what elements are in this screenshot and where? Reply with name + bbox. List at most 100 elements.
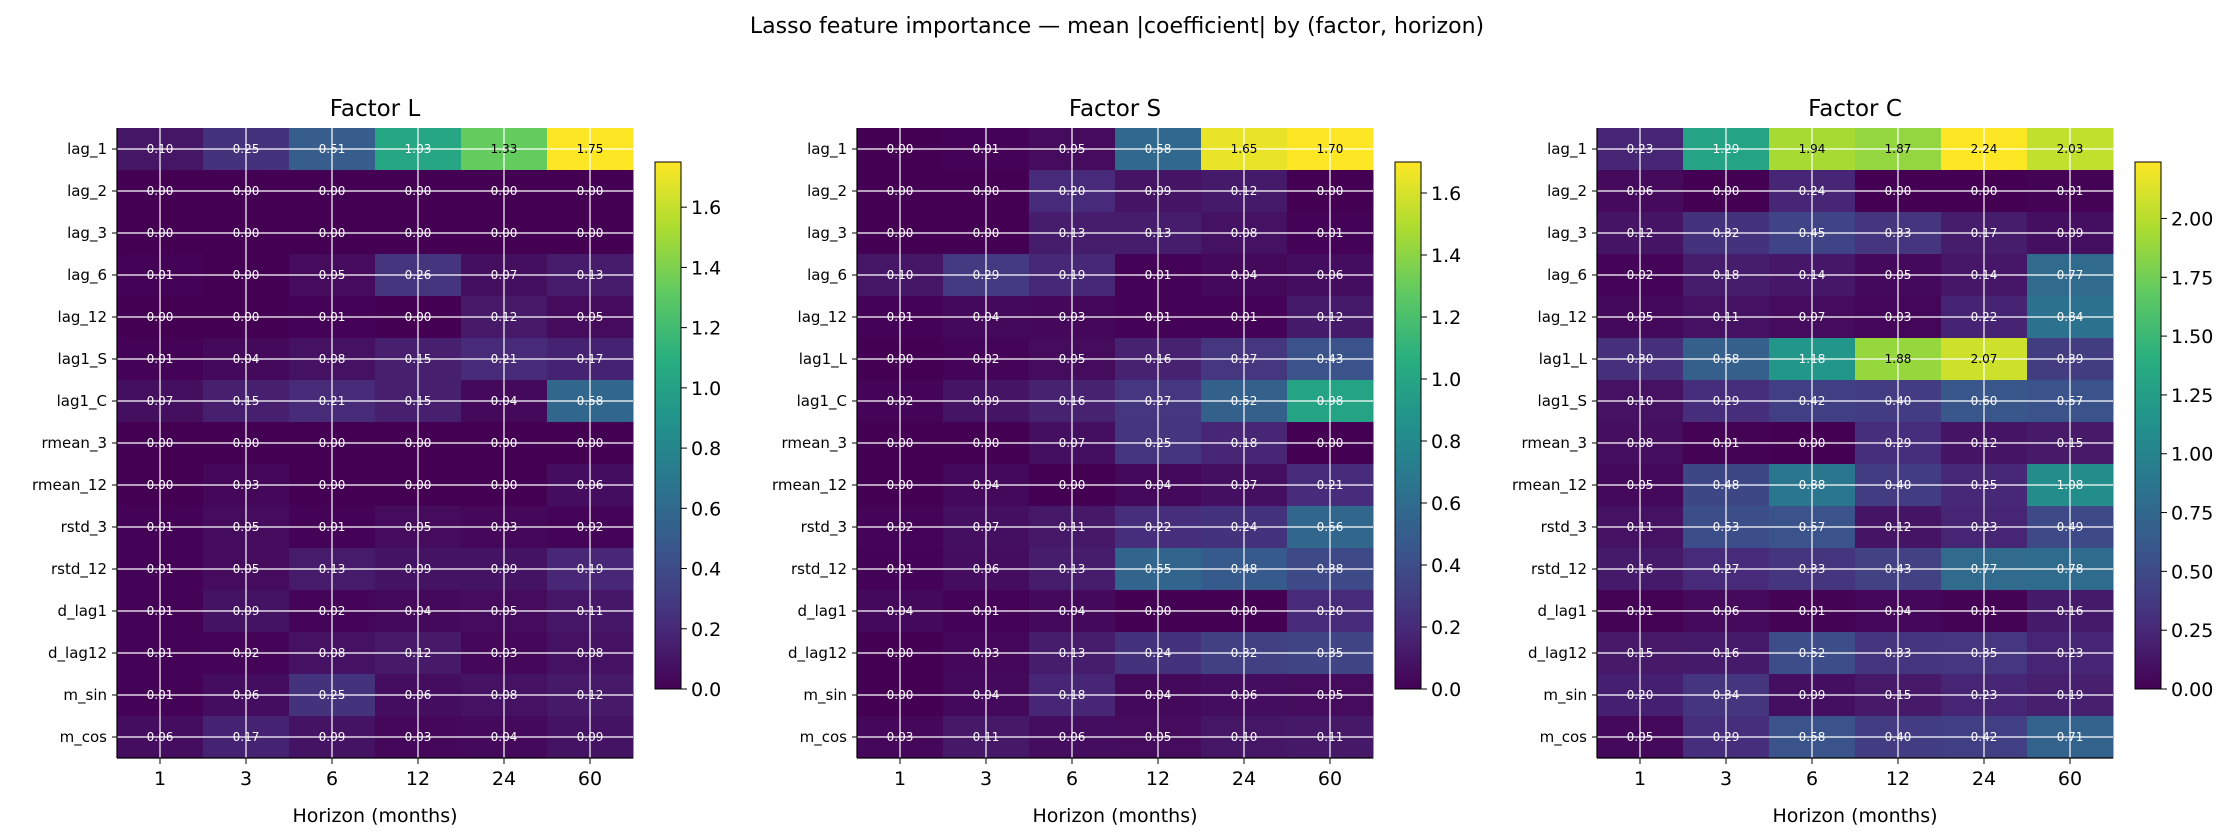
y-tick-label: lag1_S <box>1538 392 1587 411</box>
cell-value-label: 0.00 <box>319 184 346 198</box>
x-tick-label: 6 <box>1806 768 1818 790</box>
cell-value-label: 0.71 <box>2057 730 2084 744</box>
cell-value-label: 0.19 <box>1059 268 1086 282</box>
cell-value-label: 0.00 <box>147 184 174 198</box>
cell-value-label: 0.00 <box>147 478 174 492</box>
cell-value-label: 0.27 <box>1231 352 1258 366</box>
y-tick-label: m_cos <box>60 728 108 747</box>
y-tick-label: rmean_3 <box>42 434 108 453</box>
cell-value-label: 1.18 <box>1799 352 1826 366</box>
cell-value-label: 0.07 <box>1799 310 1826 324</box>
cell-value-label: 1.87 <box>1885 142 1912 156</box>
cell-value-label: 0.01 <box>147 646 174 660</box>
colorbar-tick-label: 2.00 <box>2171 208 2213 230</box>
cell-value-label: 0.01 <box>973 604 1000 618</box>
cell-value-label: 0.42 <box>1799 394 1826 408</box>
cell-value-label: 0.00 <box>405 310 432 324</box>
cell-value-label: 0.15 <box>405 352 432 366</box>
cell-value-label: 0.57 <box>1799 520 1826 534</box>
cell-value-label: 1.33 <box>491 142 518 156</box>
cell-value-label: 0.05 <box>233 520 260 534</box>
y-tick-label: m_cos <box>800 728 848 747</box>
cell-value-label: 0.52 <box>1799 646 1826 660</box>
x-tick-label: 24 <box>1232 768 1256 790</box>
cell-value-label: 0.01 <box>973 142 1000 156</box>
y-tick-label: d_lag12 <box>1528 644 1587 663</box>
cell-value-label: 0.22 <box>1971 310 1998 324</box>
cell-value-label: 0.01 <box>147 562 174 576</box>
cell-value-label: 0.06 <box>233 688 260 702</box>
x-tick-label: 60 <box>1318 768 1342 790</box>
cell-value-label: 0.03 <box>233 478 260 492</box>
colorbar-tick-label: 1.0 <box>1431 369 1461 391</box>
cell-value-label: 0.08 <box>319 646 346 660</box>
cell-value-label: 2.07 <box>1971 352 1998 366</box>
cell-value-label: 0.13 <box>1059 226 1086 240</box>
cell-value-label: 0.24 <box>1145 646 1172 660</box>
y-tick-label: d_lag12 <box>48 644 107 663</box>
cell-value-label: 0.01 <box>147 352 174 366</box>
x-tick-label: 6 <box>326 768 338 790</box>
colorbar-tick-label: 1.6 <box>1431 183 1461 205</box>
cell-value-label: 0.07 <box>973 520 1000 534</box>
cell-value-label: 0.23 <box>1627 142 1654 156</box>
cell-value-label: 0.32 <box>1231 646 1258 660</box>
y-tick-label: lag1_S <box>58 350 107 369</box>
cell-value-label: 0.16 <box>2057 604 2084 618</box>
colorbar-tick-label: 1.2 <box>691 318 721 340</box>
cell-value-label: 0.05 <box>1885 268 1912 282</box>
x-tick-label: 24 <box>1972 768 1996 790</box>
cell-value-label: 0.07 <box>1231 478 1258 492</box>
cell-value-label: 0.00 <box>405 436 432 450</box>
cell-value-label: 0.06 <box>1713 604 1740 618</box>
cell-value-label: 0.77 <box>1971 562 1998 576</box>
cell-value-label: 0.27 <box>1145 394 1172 408</box>
y-tick-label: rmean_12 <box>1512 476 1587 495</box>
x-tick-label: 12 <box>1886 768 1910 790</box>
y-tick-label: rstd_12 <box>791 560 847 579</box>
cell-value-label: 0.52 <box>1231 394 1258 408</box>
x-axis-label: Horizon (months) <box>1772 805 1937 827</box>
cell-value-label: 0.60 <box>1971 394 1998 408</box>
cell-value-label: 0.00 <box>887 142 914 156</box>
cell-value-label: 0.05 <box>319 268 346 282</box>
colorbar-tick-label: 1.2 <box>1431 307 1461 329</box>
cell-value-label: 0.15 <box>1627 646 1654 660</box>
y-tick-label: lag1_L <box>1539 350 1588 369</box>
cell-value-label: 0.10 <box>1231 730 1258 744</box>
panel-title: Factor S <box>1069 96 1161 122</box>
cell-value-label: 0.77 <box>2057 268 2084 282</box>
colorbar-tick-label: 0.0 <box>1431 679 1461 701</box>
cell-value-label: 0.42 <box>1971 730 1998 744</box>
cell-value-label: 0.05 <box>1627 730 1654 744</box>
y-tick-label: lag_1 <box>807 140 847 159</box>
cell-value-label: 0.13 <box>1059 646 1086 660</box>
cell-value-label: 0.01 <box>1231 310 1258 324</box>
cell-value-label: 0.05 <box>405 520 432 534</box>
cell-value-label: 0.29 <box>1713 730 1740 744</box>
colorbar-tick-label: 1.25 <box>2171 385 2213 407</box>
cell-value-label: 0.00 <box>319 436 346 450</box>
cell-value-label: 0.23 <box>1971 520 1998 534</box>
cell-value-label: 0.06 <box>147 730 174 744</box>
cell-value-label: 0.00 <box>491 184 518 198</box>
cell-value-label: 0.02 <box>973 352 1000 366</box>
cell-value-label: 0.29 <box>1713 394 1740 408</box>
colorbar-tick-label: 1.4 <box>691 257 721 279</box>
cell-value-label: 0.02 <box>1627 268 1654 282</box>
cell-value-label: 0.00 <box>1059 478 1086 492</box>
cell-value-label: 0.06 <box>1317 268 1344 282</box>
cell-value-label: 0.11 <box>1317 730 1344 744</box>
x-tick-label: 3 <box>1720 768 1732 790</box>
cell-value-label: 0.13 <box>1059 562 1086 576</box>
cell-value-label: 0.12 <box>405 646 432 660</box>
cell-value-label: 0.00 <box>233 268 260 282</box>
cell-value-label: 0.12 <box>1627 226 1654 240</box>
cell-value-label: 0.11 <box>1713 310 1740 324</box>
cell-value-label: 0.04 <box>405 604 432 618</box>
cell-value-label: 0.19 <box>2057 688 2084 702</box>
heatmap-panel: Factor C 0.23 1.29 1.94 1.87 2.24 2.03 0.06 0.00… <box>1512 96 2213 827</box>
cell-value-label: 0.58 <box>1145 142 1172 156</box>
cell-value-label: 0.58 <box>1799 730 1826 744</box>
cell-value-label: 0.23 <box>1971 688 1998 702</box>
